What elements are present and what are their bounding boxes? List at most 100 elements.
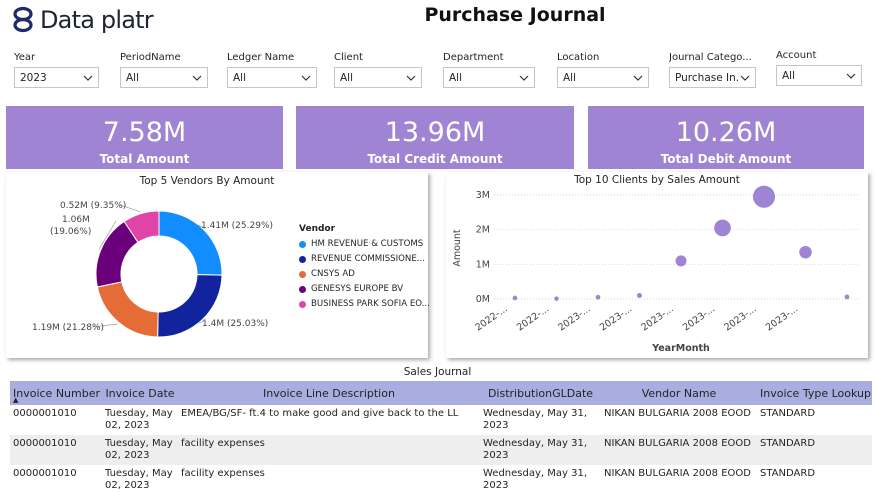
brand-logo: Data platr — [10, 4, 154, 36]
table-row[interactable]: 0000001010 Tuesday, May 02, 2023 facilit… — [10, 465, 872, 492]
slicer-label: Journal Catego... — [669, 52, 752, 63]
slicer-dropdown[interactable]: Purchase In... — [669, 67, 756, 88]
slicer-dropdown[interactable]: All — [227, 67, 317, 88]
legend-marker — [299, 255, 306, 263]
x-tick-label: 2022-... — [515, 303, 551, 333]
slicer-account[interactable]: Account All — [776, 50, 862, 86]
table-cell: Wednesday, May 31, 2023 — [483, 408, 588, 431]
legend-item[interactable]: GENESYS EUROPE BV — [299, 284, 430, 294]
scatter-point[interactable] — [637, 293, 642, 299]
column-header[interactable]: Invoice Type Lookup — [760, 386, 871, 400]
x-tick-label: 2023-... — [681, 303, 717, 333]
donut-chart[interactable]: 1.41M (25.29%) 1.4M (25.03%) 1.19M (21.28%… — [6, 188, 296, 356]
kpi-total-credit-amount: 13.96M Total Credit Amount — [296, 106, 574, 169]
chevron-down-icon — [633, 75, 643, 81]
table-cell: 0000001010 — [13, 438, 77, 449]
slicer-location[interactable]: Location All — [557, 52, 649, 88]
kpi-total-amount: 7.58M Total Amount — [6, 106, 283, 169]
column-header[interactable]: Vendor Name — [641, 386, 717, 400]
scatter-point[interactable] — [595, 294, 601, 300]
table-cell: NIKAN BULGARIA 2008 EOOD — [604, 408, 751, 419]
scatter-point[interactable] — [844, 294, 850, 300]
table-header-row: Invoice Number ▲ Invoice Date Invoice Lin… — [10, 381, 872, 405]
column-header[interactable]: Invoice Date — [105, 386, 175, 400]
scatter-point[interactable] — [714, 219, 731, 237]
slicer-year[interactable]: Year 2023 — [14, 52, 99, 88]
leader-line — [98, 220, 117, 250]
slicer-dropdown[interactable]: All — [443, 67, 535, 88]
column-header[interactable]: Invoice Number ▲ — [13, 386, 101, 405]
leader-line — [197, 224, 206, 229]
slicer-label: Department — [443, 52, 504, 63]
x-tick-label: 2023-... — [598, 303, 634, 333]
slicer-dropdown[interactable]: All — [776, 65, 862, 86]
table-cell: facility expenses — [181, 468, 265, 479]
donut-data-label: (19.06%) — [50, 227, 91, 237]
kpi-value: 10.26M — [675, 117, 777, 148]
scatter-point[interactable] — [512, 295, 518, 301]
table-row[interactable]: 0000001010 Tuesday, May 02, 2023 EMEA/BG… — [10, 405, 872, 435]
table-cell: Tuesday, May 02, 2023 — [105, 438, 173, 461]
slicer-label: PeriodName — [120, 52, 181, 63]
kpi-label: Total Amount — [99, 152, 190, 166]
column-header[interactable]: Invoice Line Description — [263, 386, 395, 400]
legend-item[interactable]: CNSYS AD — [299, 269, 430, 279]
brand-name: Data platr — [40, 6, 154, 34]
slicer-dropdown[interactable]: All — [334, 67, 422, 88]
x-tick-label: 2023-... — [639, 303, 675, 333]
slicer-dropdown[interactable]: All — [557, 67, 649, 88]
chevron-down-icon — [83, 75, 93, 81]
slicer-ledger-name[interactable]: Ledger Name All — [227, 52, 317, 88]
scatter-point[interactable] — [675, 255, 687, 267]
scatter-point[interactable] — [752, 185, 776, 208]
table-cell: STANDARD — [760, 468, 816, 479]
slicer-label: Location — [557, 52, 600, 63]
donut-chart-title: Top 5 Vendors By Amount — [139, 175, 275, 187]
legend-marker — [299, 285, 306, 293]
slicer-journal-category[interactable]: Journal Catego... Purchase In... — [669, 52, 756, 88]
kpi-value: 7.58M — [102, 117, 187, 148]
chevron-down-icon — [846, 73, 856, 79]
page-title: Purchase Journal — [424, 4, 606, 26]
sales-journal-table[interactable]: Invoice Number ▲ Invoice Date Invoice Lin… — [10, 381, 872, 492]
leader-line — [119, 204, 141, 213]
y-tick-label: 3M — [476, 190, 490, 201]
table-cell: Tuesday, May 02, 2023 — [105, 408, 173, 431]
slicer-department[interactable]: Department All — [443, 52, 535, 88]
legend-item[interactable]: HM REVENUE & CUSTOMS — [299, 239, 430, 249]
sales-journal-title: Sales Journal — [403, 366, 472, 378]
kpi-total-debit-amount: 10.26M Total Debit Amount — [588, 106, 864, 169]
x-tick-label: 2023-... — [722, 303, 758, 333]
donut-slice[interactable] — [96, 281, 159, 338]
logo-icon — [13, 6, 33, 33]
table-cell: 0000001010 — [13, 408, 77, 419]
y-tick-label: 1M — [476, 259, 490, 270]
slicer-dropdown[interactable]: All — [120, 67, 208, 88]
legend-marker — [299, 270, 306, 278]
chevron-down-icon — [406, 75, 416, 81]
table-row[interactable]: 0000001010 Tuesday, May 02, 2023 facilit… — [10, 435, 872, 465]
chevron-down-icon — [192, 75, 202, 81]
scatter-chart-card[interactable]: Top 10 Clients by Sales Amount 0M 1M 2M 3M Am… — [446, 172, 868, 358]
slicer-client[interactable]: Client All — [334, 52, 422, 88]
column-header[interactable]: DistributionGLDate — [487, 386, 594, 400]
legend-item[interactable]: REVENUE COMMISSIONE... — [299, 254, 430, 264]
slicer-periodname[interactable]: PeriodName All — [120, 52, 208, 88]
legend-label: BUSINESS PARK SOFIA EO... — [311, 299, 430, 309]
x-axis-title: YearMonth — [651, 343, 710, 354]
scatter-point[interactable] — [799, 245, 812, 259]
donut-slice[interactable] — [123, 210, 160, 244]
legend-title: Vendor — [299, 224, 336, 234]
x-tick-label: 2023-... — [556, 303, 592, 333]
sort-ascending-icon[interactable]: ▲ — [13, 396, 19, 404]
donut-chart-card[interactable]: Top 5 Vendors By Amount 1.41M (25.29%) 1.… — [6, 172, 430, 358]
donut-data-label: 0.52M (9.35%) — [60, 201, 126, 211]
legend-label: GENESYS EUROPE BV — [311, 284, 404, 294]
table-cell: Tuesday, May 02, 2023 — [105, 468, 173, 491]
scatter-point[interactable] — [554, 296, 559, 301]
slicer-dropdown[interactable]: 2023 — [14, 67, 99, 88]
table-cell: STANDARD — [760, 408, 816, 419]
legend-item[interactable]: BUSINESS PARK SOFIA EO... — [299, 299, 430, 309]
scatter-chart[interactable]: Top 10 Clients by Sales Amount 0M 1M 2M 3M Am… — [446, 172, 868, 358]
x-tick-label: 2022-... — [473, 303, 509, 333]
